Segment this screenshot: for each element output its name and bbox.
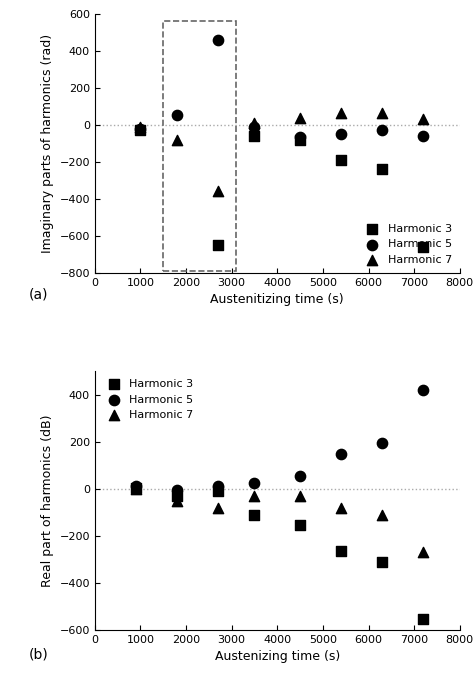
Harmonic 5 [214, 34, 222, 46]
Harmonic 5 [137, 123, 144, 134]
Harmonic 5 [251, 477, 258, 489]
Harmonic 3 [214, 486, 222, 497]
Harmonic 7 [296, 113, 304, 124]
Harmonic 3 [419, 241, 427, 253]
Harmonic 7 [173, 134, 181, 146]
X-axis label: Austenizing time (s): Austenizing time (s) [215, 650, 340, 664]
Text: (a): (a) [29, 288, 49, 302]
Harmonic 7 [132, 483, 140, 494]
Harmonic 7 [137, 121, 144, 132]
Harmonic 5 [214, 481, 222, 492]
Harmonic 5 [337, 448, 345, 459]
Harmonic 7 [378, 107, 386, 118]
Harmonic 3 [251, 130, 258, 141]
Harmonic 7 [419, 547, 427, 558]
Harmonic 7 [173, 495, 181, 506]
Harmonic 7 [337, 502, 345, 513]
X-axis label: Austenitizing time (s): Austenitizing time (s) [210, 293, 344, 306]
Harmonic 7 [378, 509, 386, 520]
Harmonic 3 [419, 614, 427, 625]
Y-axis label: Imaginary parts of harmonics (rad): Imaginary parts of harmonics (rad) [41, 34, 54, 253]
Harmonic 3 [296, 519, 304, 531]
Harmonic 3 [251, 509, 258, 520]
Harmonic 7 [214, 502, 222, 513]
Harmonic 7 [296, 490, 304, 501]
Harmonic 7 [214, 186, 222, 197]
Harmonic 3 [296, 134, 304, 146]
Harmonic 5 [251, 121, 258, 132]
Harmonic 3 [337, 155, 345, 166]
Y-axis label: Real part of harmonics (dB): Real part of harmonics (dB) [41, 414, 54, 587]
Harmonic 5 [296, 132, 304, 143]
Harmonic 3 [337, 545, 345, 557]
Harmonic 5 [419, 130, 427, 141]
Harmonic 3 [137, 125, 144, 136]
Harmonic 5 [173, 484, 181, 496]
Bar [163, 22, 236, 271]
Harmonic 7 [419, 114, 427, 125]
Harmonic 5 [132, 481, 140, 492]
Harmonic 5 [337, 129, 345, 140]
Text: (b): (b) [29, 648, 49, 661]
Legend: Harmonic 3, Harmonic 5, Harmonic 7: Harmonic 3, Harmonic 5, Harmonic 7 [100, 377, 196, 422]
Harmonic 3 [378, 164, 386, 175]
Harmonic 5 [378, 438, 386, 449]
Harmonic 7 [251, 118, 258, 129]
Harmonic 5 [296, 470, 304, 482]
Legend: Harmonic 3, Harmonic 5, Harmonic 7: Harmonic 3, Harmonic 5, Harmonic 7 [359, 222, 454, 267]
Harmonic 7 [337, 107, 345, 118]
Harmonic 3 [173, 490, 181, 501]
Harmonic 3 [132, 482, 140, 493]
Harmonic 5 [419, 384, 427, 395]
Harmonic 3 [214, 239, 222, 251]
Harmonic 5 [378, 125, 386, 136]
Harmonic 3 [378, 556, 386, 568]
Harmonic 7 [251, 490, 258, 501]
Harmonic 5 [173, 109, 181, 120]
